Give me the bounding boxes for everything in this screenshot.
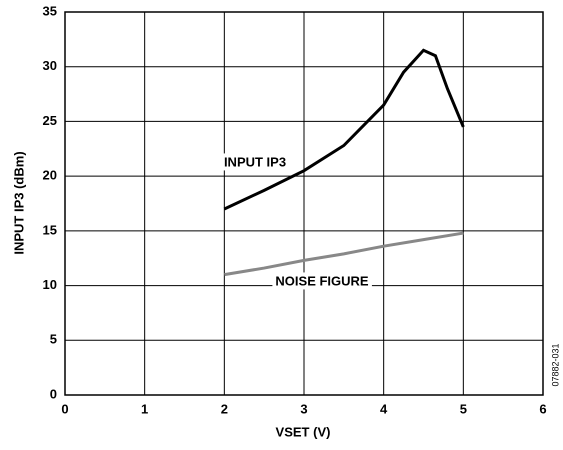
series-annotation: NOISE FIGURE (275, 273, 369, 288)
y-tick-label: 15 (43, 222, 57, 237)
x-tick-label: 3 (300, 401, 307, 416)
series-line (223, 48, 465, 211)
x-tick-label: 1 (141, 401, 148, 416)
y-tick-label: 35 (43, 3, 57, 18)
annotation-bg (220, 153, 290, 171)
annotation-bg (272, 272, 372, 290)
plot-frame (64, 11, 544, 396)
x-tick-label: 2 (221, 401, 228, 416)
x-axis-label: VSET (V) (276, 424, 331, 439)
x-tick-label: 0 (61, 401, 68, 416)
series-annotation: INPUT IP3 (224, 154, 286, 169)
y-tick-label: 30 (43, 58, 57, 73)
y-tick-label: 10 (43, 277, 57, 292)
figure-note: 07882-031 (550, 343, 560, 386)
x-tick-label: 6 (539, 401, 546, 416)
x-tick-label: 5 (460, 401, 467, 416)
x-tick-label: 4 (380, 401, 388, 416)
y-tick-label: 20 (43, 168, 57, 183)
series-line (224, 231, 464, 277)
y-tick-label: 25 (43, 113, 57, 128)
y-tick-label: 5 (50, 332, 57, 347)
y-axis-label: INPUT IP3 (dBm) (11, 151, 26, 254)
y-tick-label: 0 (50, 386, 57, 401)
